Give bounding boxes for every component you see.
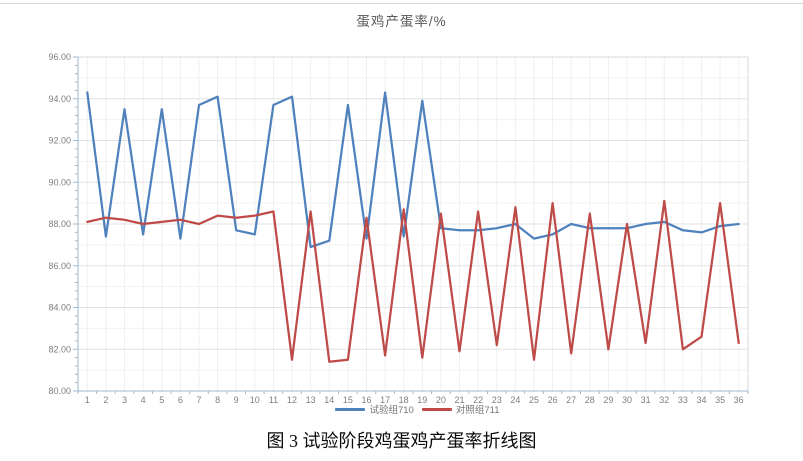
series-line-test-group (86, 91, 740, 249)
line-chart-plot-area: 80.00 82.00 84.00 86.00 88.00 90.00 92.00 94.00… (48, 52, 749, 405)
x-axis-tick-label: 23 (492, 395, 502, 405)
y-axis-tick-label: 96.00 (48, 52, 71, 62)
y-axis-tick-label: 80.00 (48, 386, 71, 396)
chart-title: 蛋鸡产蛋率/% (356, 14, 447, 29)
x-axis-tick-label: 5 (159, 395, 164, 405)
y-axis-tick-label: 90.00 (48, 177, 71, 187)
x-axis-tick-label: 28 (585, 395, 595, 405)
x-axis-tick-label: 17 (380, 395, 390, 405)
y-axis-tick-label: 94.00 (48, 94, 71, 104)
x-axis-tick-label: 27 (566, 395, 576, 405)
x-axis-tick-label: 9 (234, 395, 239, 405)
x-axis-tick-label: 21 (455, 395, 465, 405)
legend-item-control-group: 对照组711 (421, 402, 500, 416)
x-axis-tick-label: 11 (269, 395, 278, 405)
legend-item-test-group: 试验组710 (335, 402, 414, 416)
x-axis-tick-label: 14 (324, 395, 334, 405)
x-axis-tick-label: 20 (436, 395, 446, 405)
y-axis-tick-label: 92.00 (48, 136, 71, 146)
x-axis-tick-label: 32 (659, 395, 669, 405)
y-axis-tick-label: 82.00 (48, 344, 71, 354)
x-axis-tick-label: 15 (343, 395, 353, 405)
legend-label-test-group: 试验组710 (369, 405, 414, 416)
x-axis-tick-label: 29 (603, 395, 613, 405)
x-axis-tick-label: 16 (361, 395, 371, 405)
x-axis-tick-label: 2 (103, 395, 108, 405)
page-top-border (0, 3, 803, 4)
x-axis-tick-label: 8 (215, 395, 220, 405)
x-axis-tick-label: 10 (250, 395, 260, 405)
x-axis-tick-label: 25 (529, 395, 539, 405)
x-axis-tick-label: 26 (548, 395, 558, 405)
y-axis-tick-label: 86.00 (48, 261, 71, 271)
x-axis-tick-label: 13 (306, 395, 316, 405)
x-axis-tick-label: 22 (473, 395, 483, 405)
legend-line-sample-blue (335, 407, 366, 411)
legend-label-control-group: 对照组711 (455, 405, 500, 416)
figure-caption: 图 3 试验阶段鸡蛋鸡产蛋率折线图 (266, 431, 537, 451)
x-axis-tick-label: 33 (678, 395, 688, 405)
x-axis-tick-label: 19 (417, 395, 427, 405)
x-axis-tick-label: 3 (122, 395, 127, 405)
y-axis-tick-label: 84.00 (48, 303, 71, 313)
x-axis-tick-label: 31 (641, 395, 651, 405)
x-axis-tick-label: 18 (399, 395, 409, 405)
series-line-control-group (86, 199, 740, 363)
x-axis-tick-label: 24 (510, 395, 520, 405)
x-axis-tick-label: 36 (734, 395, 744, 405)
x-axis-tick-label: 6 (178, 395, 183, 405)
x-axis-tick-label: 12 (287, 395, 297, 405)
x-axis-tick-label: 35 (715, 395, 725, 405)
x-axis-tick-label: 7 (196, 395, 201, 405)
legend-line-sample-red (421, 407, 452, 411)
x-axis-tick-label: 4 (141, 395, 146, 405)
chart-legend: 试验组710 对照组711 (16, 402, 803, 416)
x-axis-tick-label: 1 (85, 395, 90, 405)
x-axis-tick-label: 34 (696, 395, 706, 405)
y-axis-tick-label: 88.00 (48, 219, 71, 229)
x-axis-tick-label: 30 (622, 395, 632, 405)
